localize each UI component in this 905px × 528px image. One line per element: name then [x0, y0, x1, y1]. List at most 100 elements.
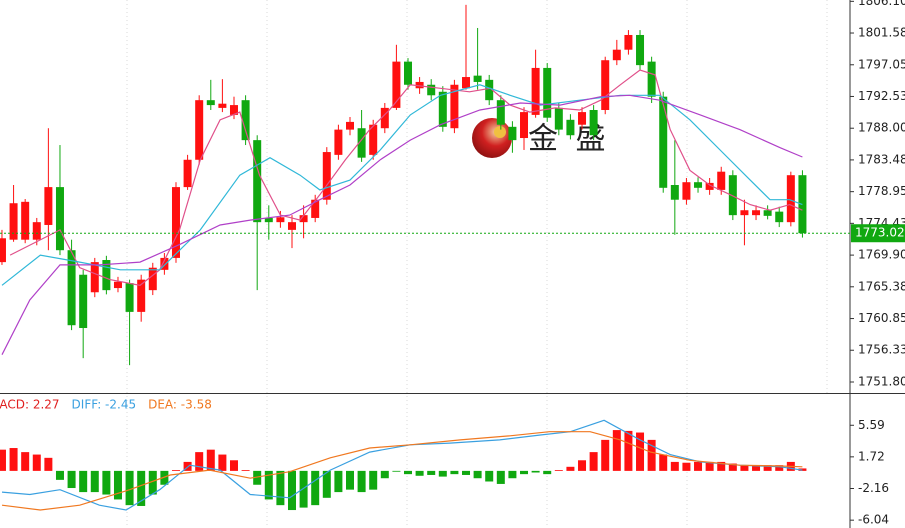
candle-body — [415, 81, 424, 89]
macd-bar — [311, 470, 320, 506]
candle-body — [264, 217, 273, 223]
candle-body — [0, 238, 6, 263]
y-tick-label: 1788.00 — [858, 121, 905, 135]
macd-bar — [160, 470, 169, 485]
candle-body — [392, 61, 401, 108]
macd-bar — [229, 460, 238, 471]
candle-body — [276, 217, 285, 223]
candle-body — [612, 49, 621, 61]
candle-body — [125, 283, 134, 312]
macd-bar — [125, 470, 134, 506]
candle-body — [566, 119, 575, 136]
candle-body — [380, 107, 389, 129]
candle-body — [578, 112, 587, 125]
macd-bar — [346, 470, 354, 490]
macd-bar — [44, 457, 53, 471]
indicator-label: DIFF: -2.45 — [72, 398, 137, 412]
candle-body — [369, 124, 378, 155]
macd-bar — [462, 470, 471, 475]
macd-bar — [694, 461, 703, 471]
macd-bar — [380, 470, 389, 479]
macd-bar — [624, 430, 633, 471]
watermark: 金 盛 — [472, 118, 606, 158]
macd-bar — [253, 470, 262, 485]
macd-bar — [171, 470, 180, 471]
candle-body — [357, 128, 366, 158]
y-tick-label: 5.59 — [858, 418, 885, 432]
macd-bar — [334, 470, 343, 493]
candle-body — [775, 211, 784, 223]
macd-bar — [0, 449, 6, 471]
candle-body — [90, 262, 99, 293]
macd-bar — [496, 470, 505, 484]
macd-bar — [705, 461, 714, 471]
macd-bar — [740, 465, 749, 471]
candle-body — [763, 210, 772, 216]
candle-body — [624, 34, 633, 50]
candle-body — [636, 34, 645, 66]
macd-bar — [752, 465, 761, 471]
macd-bar — [276, 470, 285, 506]
y-tick-label: 1797.05 — [858, 57, 905, 71]
candles — [0, 4, 807, 366]
y-tick-label: 1792.53 — [858, 89, 905, 103]
y-tick-label: 1.72 — [858, 449, 885, 463]
candle-body — [485, 79, 494, 101]
indicator-label: MACD: 2.27 — [0, 398, 60, 412]
y-tick-label: 1783.48 — [858, 152, 905, 166]
macd-bar — [578, 460, 587, 471]
macd-bar — [543, 470, 552, 475]
macd-bar — [728, 463, 737, 471]
indicator-line — [1, 94, 803, 355]
candle-body — [647, 61, 656, 97]
macd-bar — [473, 470, 482, 479]
current-price-label: 1773.02 — [855, 226, 905, 240]
candle-body — [44, 187, 53, 225]
macd-bar — [137, 470, 146, 506]
macd-bar — [508, 470, 517, 479]
candle-body — [531, 67, 540, 115]
macd-bar — [763, 465, 772, 471]
y-tick-label: 1801.58 — [858, 26, 905, 40]
candle-body — [705, 182, 714, 190]
indicator-label: DEA: -3.58 — [148, 398, 212, 412]
y-tick-label: 1756.33 — [858, 343, 905, 357]
candle-body — [427, 84, 436, 96]
y-tick-label: -2.16 — [858, 481, 889, 495]
candle-body — [148, 267, 157, 291]
candle-body — [299, 215, 308, 223]
candle-body — [334, 129, 343, 155]
candle-body — [438, 91, 447, 127]
macd-bar — [566, 466, 575, 471]
macd-bar — [554, 470, 563, 471]
macd-bar — [322, 470, 331, 498]
candle-body — [717, 171, 726, 190]
candle-body — [752, 210, 761, 216]
indicator-line — [1, 419, 803, 511]
current-price-box — [851, 224, 905, 243]
candle-body — [322, 152, 331, 200]
macd-bar — [636, 432, 645, 471]
candle-body — [160, 257, 169, 270]
macd-bar — [589, 452, 598, 471]
candle-body — [287, 222, 296, 230]
candle-body — [229, 105, 238, 115]
candle-body — [102, 260, 111, 291]
logo-dot — [494, 126, 506, 138]
macd-bar — [775, 465, 784, 471]
macd-bar — [9, 448, 18, 471]
candle-body — [218, 103, 227, 108]
macd-bar — [647, 439, 656, 471]
candle-body — [786, 175, 795, 223]
macd-bar — [241, 470, 250, 471]
candle-body — [113, 281, 122, 289]
macd-bar — [79, 470, 88, 493]
macd-bar — [682, 462, 691, 471]
candle-body — [253, 140, 262, 223]
macd-bar — [612, 430, 621, 471]
macd-bar — [485, 470, 494, 482]
macd-bar — [90, 470, 99, 493]
y-tick-label: 1769.90 — [858, 248, 905, 262]
